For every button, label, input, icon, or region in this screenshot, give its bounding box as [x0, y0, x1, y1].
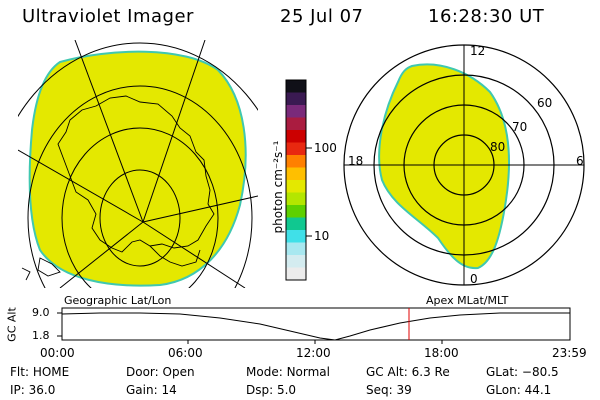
- date-label: 25 Jul 07: [280, 6, 364, 27]
- y-tick-1-8: 1.8: [32, 329, 50, 342]
- meta-flt: Flt: HOME: [10, 365, 70, 379]
- meta-mode: Mode: Normal: [246, 365, 330, 379]
- altitude-curve: [61, 312, 570, 341]
- colorbar-segment: [286, 192, 306, 206]
- meta-glon: GLon: 44.1: [486, 383, 552, 397]
- x-label-1200: 12:00: [296, 346, 331, 360]
- colorbar-tick-10: 10: [314, 229, 330, 243]
- colorbar-segment: [286, 180, 306, 193]
- polar-plot: [343, 44, 585, 286]
- colorbar-segment: [286, 130, 306, 143]
- mlt-label-0: 0: [470, 272, 478, 286]
- colorbar-segment: [286, 230, 306, 243]
- x-label-0600: 06:00: [168, 346, 203, 360]
- meta-dsp: Dsp: 5.0: [246, 383, 297, 397]
- meta-seq: Seq: 39: [366, 383, 412, 397]
- meta-gain: Gain: 14: [126, 383, 177, 397]
- time-label: 16:28:30 UT: [428, 6, 545, 27]
- mlt-label-12: 12: [470, 44, 486, 58]
- colorbar-segment: [286, 142, 306, 156]
- colorbar-segment: [286, 117, 306, 131]
- geographic-caption: Geographic Lat/Lon: [64, 294, 172, 307]
- gc-alt-axis-label: GC Alt: [5, 307, 19, 342]
- colorbar-segment: [286, 92, 306, 106]
- colorbar-segment: [286, 105, 306, 118]
- meta-gc-alt: GC Alt: 6.3 Re: [366, 365, 450, 379]
- mlat-label-80: 80: [490, 140, 506, 154]
- x-label-2359: 23:59: [552, 346, 587, 360]
- colorbar-unit-label: photon cm⁻²s⁻¹: [271, 140, 285, 234]
- meta-door: Door: Open: [126, 365, 195, 379]
- colorbar-segment: [286, 155, 306, 168]
- aurora-oval-polar: [378, 63, 510, 270]
- instrument-title: Ultraviolet Imager: [22, 6, 194, 27]
- mlat-label-70: 70: [512, 120, 528, 134]
- colorbar-segment: [286, 80, 306, 93]
- mlat-label-60: 60: [537, 96, 553, 110]
- colorbar: [286, 80, 306, 281]
- colorbar-segment: [286, 205, 306, 218]
- colorbar-segment: [286, 255, 306, 268]
- mlt-label-6: 6: [576, 154, 584, 168]
- colorbar-tick-100: 100: [314, 141, 337, 155]
- mlt-label-18: 18: [348, 154, 364, 168]
- colorbar-segment: [286, 167, 306, 181]
- colorbar-segment: [286, 267, 306, 281]
- colorbar-segment: [286, 242, 306, 256]
- colorbar-segment: [286, 217, 306, 231]
- aurora-oval-geographic: [28, 50, 247, 287]
- apex-caption: Apex MLat/MLT: [426, 294, 509, 307]
- x-label-0000: 00:00: [40, 346, 75, 360]
- x-label-1800: 18:00: [424, 346, 459, 360]
- altitude-timeline-frame: [61, 307, 571, 341]
- meta-ip: IP: 36.0: [10, 383, 56, 397]
- continent-outline: [57, 95, 215, 253]
- meta-glat: GLat: −80.5: [486, 365, 559, 379]
- y-tick-9: 9.0: [32, 306, 50, 319]
